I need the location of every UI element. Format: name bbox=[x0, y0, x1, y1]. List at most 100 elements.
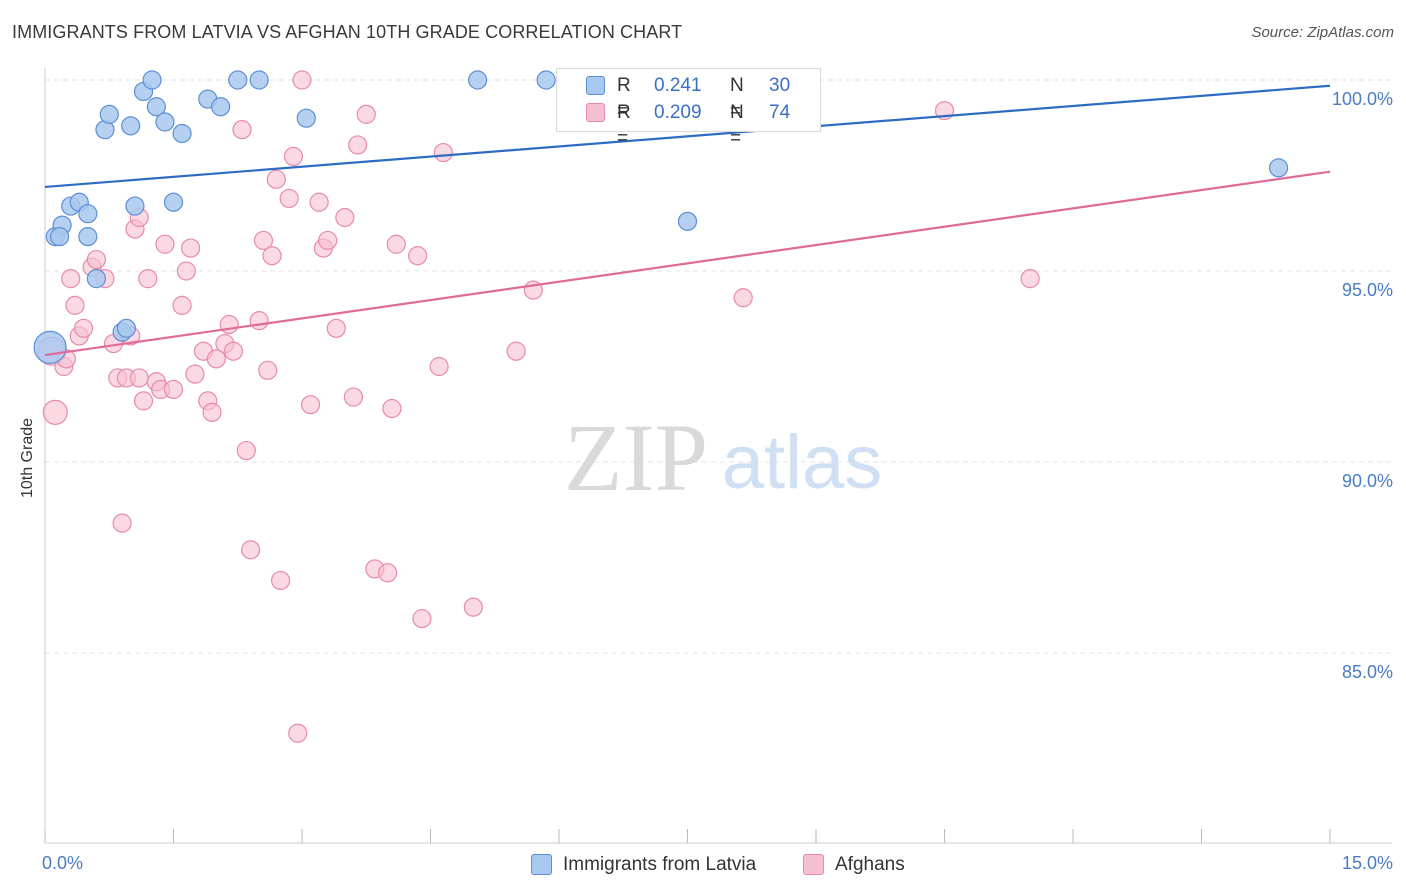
data-point-afghans bbox=[223, 341, 244, 361]
series-afghans bbox=[37, 70, 1040, 743]
data-point-latvia bbox=[249, 70, 269, 90]
data-point-afghans bbox=[73, 318, 94, 338]
data-point-afghans bbox=[270, 570, 291, 591]
trend-layer bbox=[44, 84, 1331, 357]
data-point-latvia bbox=[78, 227, 98, 247]
r-label: R = bbox=[617, 102, 631, 149]
data-point-afghans bbox=[176, 261, 196, 281]
data-point-latvia bbox=[78, 204, 98, 224]
data-point-latvia bbox=[116, 318, 136, 338]
data-point-afghans bbox=[163, 379, 184, 400]
y-tick-label: 90.0% bbox=[1342, 471, 1393, 491]
n-label: N = bbox=[730, 75, 744, 122]
series-latvia bbox=[33, 70, 1289, 364]
data-point-afghans bbox=[129, 368, 149, 388]
data-point-afghans bbox=[292, 70, 312, 90]
data-point-afghans bbox=[378, 563, 398, 583]
n-value: 30 bbox=[769, 75, 791, 96]
data-point-latvia bbox=[33, 330, 67, 364]
data-point-latvia bbox=[228, 70, 248, 90]
data-point-latvia bbox=[677, 211, 698, 231]
legend-swatch-afghans bbox=[803, 854, 824, 875]
data-point-afghans bbox=[155, 234, 175, 254]
watermark-zip: ZIP bbox=[564, 404, 708, 511]
y-tick-label: 100.0% bbox=[1332, 89, 1393, 109]
data-point-afghans bbox=[279, 188, 299, 209]
data-point-afghans bbox=[386, 234, 406, 254]
data-point-afghans bbox=[382, 398, 402, 419]
data-point-afghans bbox=[202, 402, 222, 422]
data-point-latvia bbox=[536, 70, 556, 90]
data-point-afghans bbox=[262, 246, 282, 266]
n-value: 74 bbox=[769, 102, 791, 123]
data-point-latvia bbox=[49, 227, 70, 247]
data-point-afghans bbox=[408, 246, 428, 266]
data-point-afghans bbox=[309, 192, 329, 212]
data-point-latvia bbox=[468, 70, 488, 90]
data-point-afghans bbox=[1020, 269, 1040, 289]
data-point-latvia bbox=[1268, 158, 1289, 178]
data-point-afghans bbox=[463, 597, 483, 617]
data-point-afghans bbox=[138, 269, 158, 289]
data-point-afghans bbox=[283, 146, 304, 166]
legend-swatch-latvia bbox=[586, 76, 605, 95]
data-point-afghans bbox=[232, 120, 252, 140]
data-point-afghans bbox=[185, 364, 205, 384]
data-point-afghans bbox=[86, 249, 107, 270]
data-point-afghans bbox=[249, 311, 269, 331]
stats-legend: R = 0.241 N = 30 R = 0.209 N = 74 bbox=[556, 68, 821, 149]
r-value: 0.241 bbox=[654, 75, 702, 96]
data-point-afghans bbox=[335, 207, 355, 228]
n-label: N = bbox=[730, 102, 744, 149]
data-point-afghans bbox=[356, 104, 376, 124]
data-point-afghans bbox=[412, 609, 432, 629]
r-label: R = bbox=[617, 75, 631, 122]
data-point-afghans bbox=[65, 295, 85, 315]
data-point-afghans bbox=[253, 230, 274, 251]
data-point-afghans bbox=[258, 360, 278, 380]
legend-label-afghans: Afghans bbox=[835, 854, 905, 875]
y-tick-label: 85.0% bbox=[1342, 662, 1393, 682]
data-point-afghans bbox=[266, 169, 286, 189]
data-point-latvia bbox=[296, 108, 316, 128]
data-point-latvia bbox=[99, 104, 119, 124]
points-layer bbox=[33, 70, 1289, 743]
data-point-latvia bbox=[86, 269, 107, 289]
data-point-latvia bbox=[142, 70, 162, 90]
data-point-afghans bbox=[181, 238, 201, 258]
data-point-latvia bbox=[146, 97, 166, 117]
data-point-latvia bbox=[172, 123, 192, 144]
data-point-afghans bbox=[288, 723, 308, 743]
legend-swatch-latvia bbox=[531, 854, 552, 875]
data-point-afghans bbox=[318, 230, 338, 251]
legend-swatch-afghans bbox=[586, 103, 605, 122]
data-point-afghans bbox=[172, 295, 192, 315]
data-point-afghans bbox=[733, 288, 753, 308]
data-point-afghans bbox=[348, 135, 368, 155]
series-legend: Immigrants from Latvia Afghans bbox=[0, 852, 1406, 878]
watermark-atlas: atlas bbox=[722, 420, 883, 505]
data-point-latvia bbox=[211, 97, 231, 117]
data-point-latvia bbox=[125, 196, 145, 216]
trend-line-afghans bbox=[44, 170, 1331, 357]
data-point-afghans bbox=[300, 395, 321, 415]
y-tick-label: 95.0% bbox=[1342, 280, 1393, 300]
data-point-latvia bbox=[121, 116, 141, 136]
data-point-afghans bbox=[429, 356, 449, 377]
legend-label-latvia: Immigrants from Latvia bbox=[563, 854, 757, 875]
data-point-afghans bbox=[326, 318, 346, 338]
data-point-afghans bbox=[236, 440, 256, 461]
data-point-afghans bbox=[219, 314, 239, 335]
chart-title: IMMIGRANTS FROM LATVIA VS AFGHAN 10TH GR… bbox=[12, 22, 683, 42]
x-tick-label: 15.0% bbox=[1342, 853, 1393, 873]
data-point-afghans bbox=[61, 269, 81, 289]
data-point-afghans bbox=[506, 341, 526, 361]
r-value: 0.209 bbox=[654, 102, 702, 123]
data-point-latvia bbox=[155, 112, 175, 132]
watermark: ZIP atlas bbox=[564, 404, 882, 511]
data-point-latvia bbox=[163, 192, 184, 212]
grid-layer bbox=[45, 79, 1392, 654]
data-point-afghans bbox=[133, 391, 154, 411]
data-point-afghans bbox=[112, 513, 132, 533]
